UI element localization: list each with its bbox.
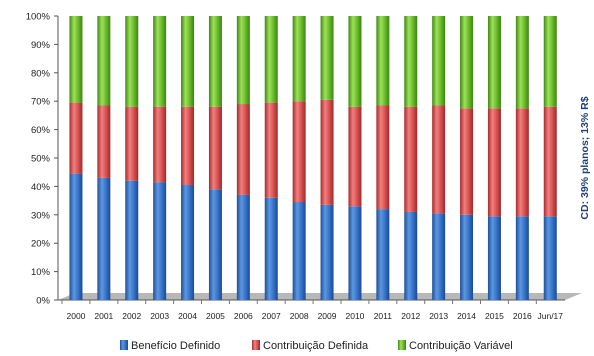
bar-segment (153, 182, 167, 300)
y-tick-label: 20% (31, 239, 51, 250)
bar-segment (404, 106, 418, 212)
x-tick-label: Jun/17 (537, 311, 563, 321)
x-tick-label: 2009 (318, 311, 337, 321)
bar-segment (376, 105, 390, 210)
bar-segment (376, 209, 390, 300)
y-tick-label: 60% (31, 125, 51, 136)
x-tick-label: 2006 (234, 311, 253, 321)
bar-segment (125, 180, 139, 300)
bar-segment (320, 16, 334, 100)
y-tick-label: 100% (26, 12, 51, 23)
bar-segment (348, 106, 362, 207)
x-tick-label: 2014 (457, 311, 476, 321)
bar-segment (404, 211, 418, 300)
bar-segment (376, 16, 390, 106)
bar-segment (515, 16, 529, 109)
bar-segment (153, 106, 167, 183)
bar-segment (292, 16, 306, 102)
bar-segment (69, 16, 83, 103)
y-axis-ticks: 0% 10% 20% 30% 40% 50% 60% 70% 80% 90% 100% (26, 12, 58, 307)
bar-segment (320, 204, 334, 300)
side-annotation: CD: 39% planos; 13% R$ (579, 96, 591, 219)
x-tick-label: 2013 (429, 311, 448, 321)
x-tick-label: 2015 (485, 311, 504, 321)
y-tick-label: 30% (31, 210, 51, 221)
bar-segment (125, 16, 139, 107)
bar-segment (236, 16, 250, 105)
bar-segment (69, 102, 83, 174)
bar-segment (97, 177, 111, 300)
bar-segment (543, 216, 557, 300)
legend-label: Contribuição Definida (263, 340, 369, 352)
bar-segment (292, 202, 306, 300)
bar-segment (348, 206, 362, 300)
y-tick-label: 40% (31, 182, 51, 193)
bar-segment (153, 16, 167, 107)
bar-segment (264, 16, 278, 103)
bar-segment (404, 16, 418, 107)
x-tick-label: 2004 (178, 311, 197, 321)
bar-segment (487, 216, 501, 300)
y-tick-label: 90% (31, 40, 51, 51)
bar-segment (348, 16, 362, 107)
bar-segment (97, 16, 111, 106)
bar-segment (320, 99, 334, 205)
bar-segment (487, 16, 501, 109)
bar-segment (515, 108, 529, 217)
legend-label: Benefício Definido (131, 340, 220, 352)
bars-group (69, 16, 557, 300)
bar-segment (264, 102, 278, 198)
bar-segment (432, 16, 446, 106)
bar-segment (460, 108, 474, 215)
legend-label: Contribuição Variável (409, 340, 513, 352)
legend-swatch (120, 340, 128, 350)
bar-segment (432, 213, 446, 300)
bar-segment (515, 216, 529, 300)
bar-segment (460, 214, 474, 300)
y-tick-label: 10% (31, 267, 51, 278)
x-tick-label: 2012 (401, 311, 420, 321)
x-tick-label: 2003 (150, 311, 169, 321)
bar-segment (543, 16, 557, 107)
x-tick-label: 2008 (290, 311, 309, 321)
y-tick-label: 80% (31, 68, 51, 79)
x-tick-label: 2010 (345, 311, 364, 321)
x-tick-label: 2001 (94, 311, 113, 321)
bar-segment (543, 106, 557, 217)
bar-segment (292, 101, 306, 203)
bar-segment (181, 106, 195, 185)
bar-segment (208, 16, 222, 107)
bar-segment (208, 189, 222, 300)
bar-segment (460, 16, 474, 109)
y-tick-label: 0% (36, 296, 50, 307)
bar-segment (432, 105, 446, 214)
bar-segment (125, 106, 139, 181)
bar-segment (264, 197, 278, 300)
bar-segment (69, 173, 83, 300)
bar-segment (97, 105, 111, 178)
x-tick-label: 2011 (374, 311, 393, 321)
bar-segment (181, 16, 195, 107)
legend-swatch (252, 340, 260, 350)
legend-swatch (398, 340, 406, 350)
bar-segment (236, 104, 250, 195)
x-tick-label: 2005 (206, 311, 225, 321)
y-tick-label: 70% (31, 97, 51, 108)
legend: Benefício Definido Contribuição Definida C… (120, 340, 513, 352)
bar-segment (208, 106, 222, 190)
bar-segment (181, 184, 195, 300)
x-tick-label: 2000 (66, 311, 85, 321)
x-tick-label: 2016 (513, 311, 532, 321)
x-tick-label: 2007 (262, 311, 281, 321)
x-tick-label: 2002 (122, 311, 141, 321)
bar-segment (487, 108, 501, 217)
x-axis-ticks: 2000 2001 2002 2003 2004 2005 2006 2007 2008 2009… (61, 300, 563, 321)
bar-segment (236, 194, 250, 300)
y-tick-label: 50% (31, 154, 51, 165)
